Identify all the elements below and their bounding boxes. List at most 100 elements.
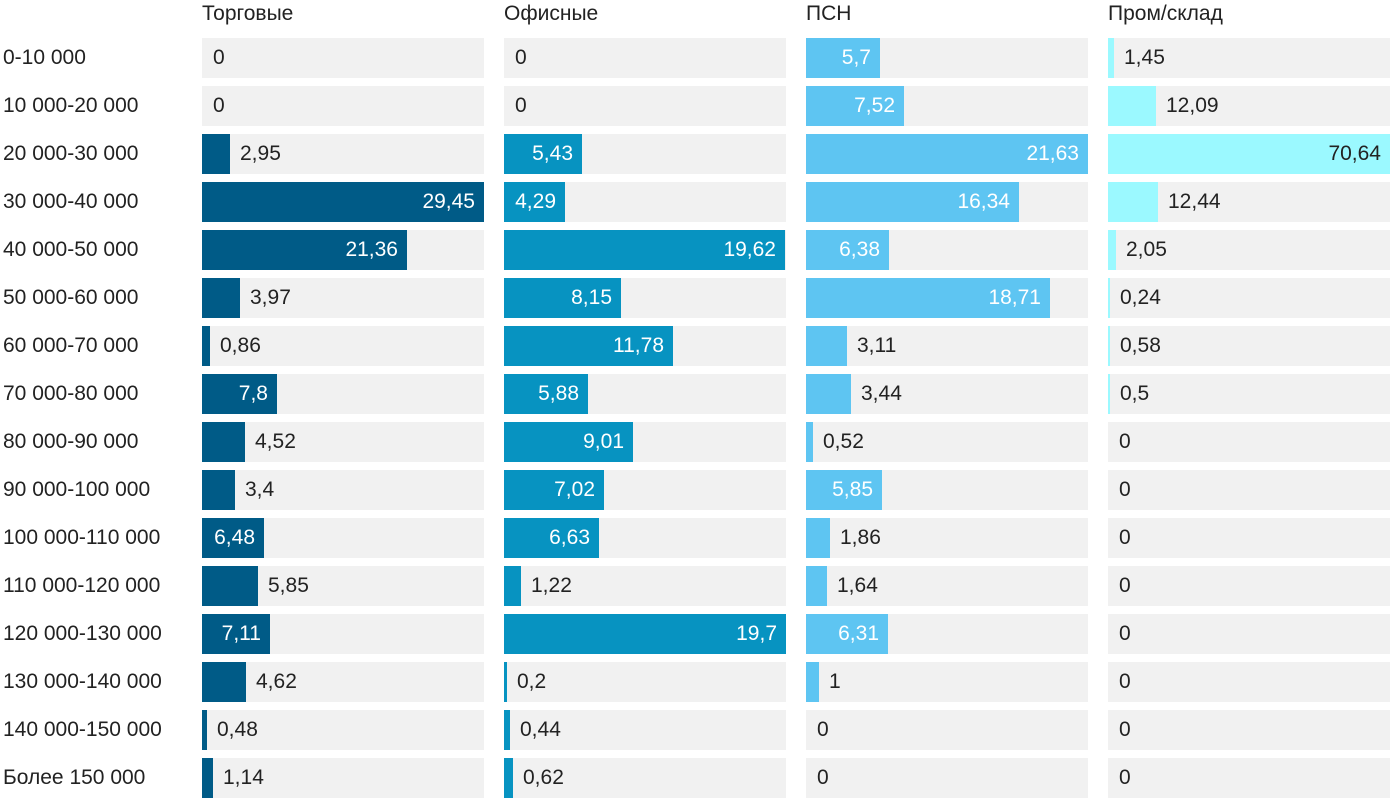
- data-label: 16,34: [957, 190, 1010, 213]
- bar-track: [1108, 38, 1390, 78]
- bar: [806, 38, 880, 78]
- data-label: 0: [515, 94, 527, 117]
- bar-track: [1108, 326, 1390, 366]
- bar-track: [504, 758, 786, 798]
- data-label: 6,31: [838, 622, 879, 645]
- data-label: 0: [1119, 766, 1131, 789]
- data-label: 2,95: [240, 142, 281, 165]
- data-label: 7,8: [238, 382, 268, 405]
- bar: [202, 230, 407, 270]
- data-label: 9,01: [583, 430, 624, 453]
- row-label: 120 000-130 000: [3, 622, 162, 645]
- data-label: 0,58: [1120, 334, 1161, 357]
- data-label: 0: [1119, 526, 1131, 549]
- data-label: 5,85: [268, 574, 309, 597]
- bar: [504, 470, 604, 510]
- bar-track: [504, 38, 786, 78]
- data-label: 0: [515, 46, 527, 69]
- bar: [202, 662, 246, 702]
- data-label: 0: [817, 718, 829, 741]
- bar-track: [806, 422, 1088, 462]
- data-label: 5,85: [832, 478, 873, 501]
- data-label: 5,43: [532, 142, 573, 165]
- row-label: 40 000-50 000: [3, 238, 139, 261]
- bar: [504, 614, 786, 654]
- bar: [806, 566, 827, 606]
- bar-track: [1108, 230, 1390, 270]
- bar-track: [1108, 470, 1390, 510]
- bar: [504, 374, 588, 414]
- bar: [806, 662, 819, 702]
- row-label: 100 000-110 000: [3, 526, 161, 549]
- bar-track: [504, 86, 786, 126]
- bar: [806, 182, 1019, 222]
- bar-track: [202, 134, 484, 174]
- bar: [504, 326, 673, 366]
- data-label: 3,11: [857, 334, 897, 357]
- row-label: 30 000-40 000: [3, 190, 139, 213]
- bar: [504, 134, 582, 174]
- data-label: 0: [817, 766, 829, 789]
- bar-track: [1108, 518, 1390, 558]
- bar-track: [202, 758, 484, 798]
- bar: [806, 278, 1050, 318]
- bar-track: [806, 326, 1088, 366]
- bar: [202, 374, 277, 414]
- row-label: 20 000-30 000: [3, 142, 139, 165]
- bar-track: [1108, 278, 1390, 318]
- data-label: 11,78: [613, 334, 664, 357]
- row-label: 50 000-60 000: [3, 286, 139, 309]
- row-label: 90 000-100 000: [3, 478, 151, 501]
- data-label: 0,2: [517, 670, 547, 693]
- bar: [202, 614, 270, 654]
- data-label: 0,52: [823, 430, 864, 453]
- bar-track: [806, 710, 1088, 750]
- data-label: 0: [213, 46, 225, 69]
- series-header: Торговые: [202, 2, 294, 25]
- bar-track: [806, 758, 1088, 798]
- data-label: 1: [829, 670, 841, 693]
- row-label: 60 000-70 000: [3, 334, 139, 357]
- row-label: 80 000-90 000: [3, 430, 139, 453]
- bar-track: [1108, 422, 1390, 462]
- bar-track: [202, 662, 484, 702]
- bar-track: [202, 422, 484, 462]
- bar: [806, 470, 882, 510]
- bar: [806, 614, 888, 654]
- bar: [1108, 86, 1156, 126]
- bar-track: [806, 374, 1088, 414]
- data-label: 4,52: [255, 430, 296, 453]
- bar: [504, 230, 785, 270]
- data-label: 0,86: [220, 334, 261, 357]
- data-label: 7,02: [554, 478, 595, 501]
- bar-track: [1108, 614, 1390, 654]
- series-header: Офисные: [504, 2, 599, 25]
- data-label: 1,14: [223, 766, 264, 789]
- data-label: 6,38: [839, 238, 880, 261]
- bar: [504, 758, 513, 798]
- row-label: 0-10 000: [3, 46, 86, 69]
- bar-track: [202, 278, 484, 318]
- data-label: 19,7: [736, 622, 777, 645]
- data-label: 1,64: [837, 574, 878, 597]
- data-label: 0: [213, 94, 225, 117]
- data-label: 1,45: [1124, 46, 1165, 69]
- data-label: 18,71: [988, 286, 1041, 309]
- bar-track: [1108, 566, 1390, 606]
- bar-track: [806, 518, 1088, 558]
- data-label: 7,52: [854, 94, 895, 117]
- row-label: 140 000-150 000: [3, 718, 162, 741]
- bar-track: [504, 662, 786, 702]
- bar-track: [202, 38, 484, 78]
- bar: [504, 710, 510, 750]
- data-label: 1,22: [531, 574, 572, 597]
- data-label: 3,4: [245, 478, 275, 501]
- bar: [806, 326, 847, 366]
- bar: [806, 86, 904, 126]
- data-label: 2,05: [1126, 238, 1167, 261]
- bar-track: [202, 86, 484, 126]
- bar: [202, 758, 213, 798]
- bar: [1108, 326, 1110, 366]
- data-label: 0,62: [523, 766, 564, 789]
